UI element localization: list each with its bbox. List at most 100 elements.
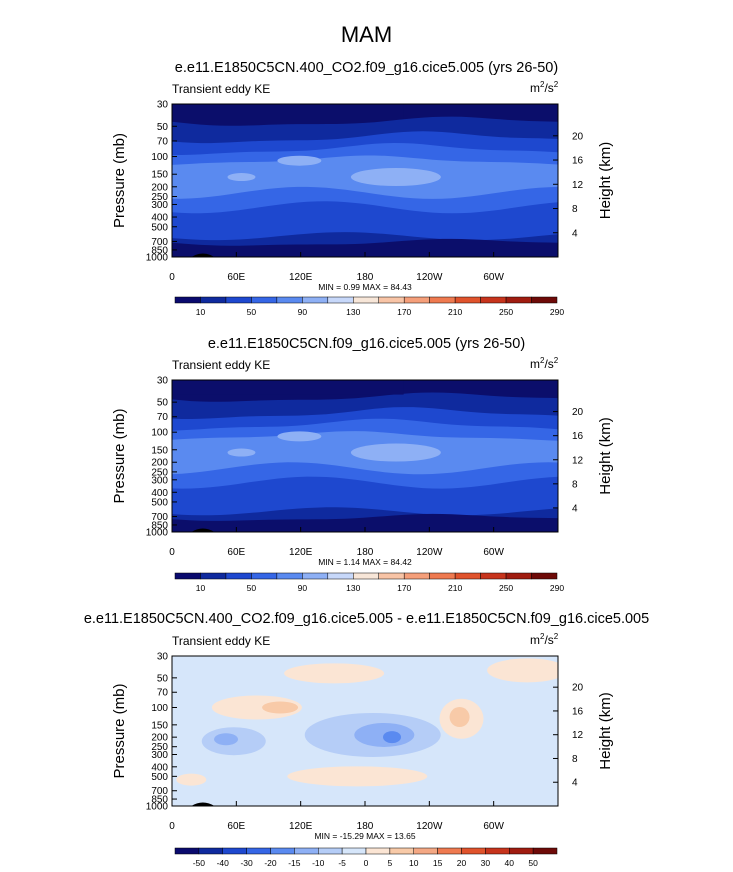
y-right-tick-label: 12	[572, 455, 584, 466]
panel-2-plot	[171, 379, 559, 533]
y-right-tick-label: 20	[572, 131, 584, 142]
y-right-tick-label: 4	[572, 503, 578, 514]
colorbar-label: -20	[264, 858, 277, 868]
x-tick-label: 180	[357, 272, 374, 283]
y-tick-label: 50	[157, 398, 169, 409]
colorbar-swatch	[505, 296, 532, 304]
colorbar-swatch	[403, 296, 430, 304]
y-tick-label: 400	[151, 213, 168, 224]
y-tick-label: 700	[151, 237, 168, 248]
colorbar-label: 50	[247, 307, 257, 317]
topography	[191, 802, 215, 806]
panel-2-contours	[172, 380, 558, 532]
colorbar-label: 250	[499, 307, 513, 317]
contour-level	[383, 731, 402, 744]
colorbar-label: 90	[298, 307, 308, 317]
contour-level	[487, 658, 558, 683]
colorbar-swatch	[429, 572, 456, 580]
colorbar-swatch	[531, 296, 558, 304]
y-tick-label: 500	[151, 222, 168, 233]
y-tick-label: 200	[151, 182, 168, 193]
colorbar-label: 50	[247, 583, 257, 593]
y-tick-label: 250	[151, 192, 168, 203]
contour-level	[287, 766, 428, 787]
y-tick-label: 300	[151, 200, 168, 211]
y-tick-label: 50	[157, 673, 169, 684]
y-tick-label: 100	[151, 428, 168, 439]
y-right-axis-label: Height (km)	[597, 417, 614, 495]
colorbar-label: -30	[240, 858, 253, 868]
topography	[191, 528, 215, 532]
y-axis-label: Pressure (mb)	[111, 133, 128, 228]
y-tick-label: 400	[151, 762, 168, 773]
colorbar-swatch	[461, 847, 486, 855]
y-right-tick-label: 4	[572, 228, 578, 239]
y-tick-label: 100	[151, 152, 168, 163]
colorbar-label: 130	[346, 583, 360, 593]
colorbar-label: 40	[505, 858, 515, 868]
y-tick-label: 850	[151, 245, 168, 256]
contour-level	[277, 431, 322, 442]
panel-3-units: m2/s2	[530, 632, 559, 647]
y-right-tick-label: 12	[572, 180, 584, 191]
y-tick-label: 30	[157, 652, 169, 663]
y-tick-label: 1000	[146, 253, 169, 264]
panel-3-plot	[171, 655, 559, 807]
y-tick-label: 30	[157, 100, 169, 111]
colorbar-swatch	[200, 572, 227, 580]
colorbar-swatch	[270, 847, 295, 855]
colorbar-label: 290	[550, 307, 564, 317]
colorbar-label: 15	[433, 858, 443, 868]
colorbar-swatch	[198, 847, 223, 855]
contour-level	[211, 695, 302, 720]
colorbar-swatch	[246, 847, 271, 855]
colorbar-swatch	[480, 296, 507, 304]
y-right-tick-label: 8	[572, 204, 578, 215]
colorbar-swatch	[378, 572, 405, 580]
colorbar-swatch	[276, 296, 303, 304]
x-tick-label: 60E	[227, 821, 245, 832]
colorbar-swatch	[294, 847, 319, 855]
colorbar-swatch	[225, 572, 252, 580]
colorbar-label: 290	[550, 583, 564, 593]
colorbar-label: 5	[388, 858, 393, 868]
x-tick-label: 0	[169, 547, 175, 558]
topography	[191, 253, 215, 257]
x-tick-label: 120E	[289, 272, 313, 283]
colorbar-swatch	[454, 572, 481, 580]
colorbar-swatch	[222, 847, 247, 855]
x-tick-label: 60E	[227, 272, 245, 283]
y-tick-label: 200	[151, 733, 168, 744]
colorbar-swatch	[531, 572, 558, 580]
panel-2-title: e.e11.E1850C5CN.f09_g16.cice5.005 (yrs 2…	[207, 336, 526, 352]
y-tick-label: 1000	[146, 802, 169, 813]
x-tick-label: 120W	[416, 272, 443, 283]
colorbar-swatch	[174, 847, 200, 855]
figure-title: MAM	[340, 22, 393, 47]
y-tick-label: 200	[151, 458, 168, 469]
colorbar-label: 210	[448, 307, 462, 317]
contour-level	[227, 448, 256, 457]
colorbar-swatch	[327, 296, 354, 304]
x-tick-label: 60W	[483, 821, 504, 832]
colorbar-swatch	[429, 296, 456, 304]
min-max-stats: MIN = 0.99 MAX = 84.43	[318, 282, 412, 292]
x-tick-label: 120W	[416, 547, 443, 558]
colorbar-label: 20	[457, 858, 467, 868]
contour-level	[262, 701, 299, 714]
colorbar-swatch	[378, 296, 405, 304]
contour-level	[350, 443, 441, 462]
x-tick-label: 60W	[483, 547, 504, 558]
y-tick-label: 400	[151, 488, 168, 499]
y-tick-label: 250	[151, 467, 168, 478]
y-right-axis-label: Height (km)	[597, 142, 614, 220]
y-tick-label: 30	[157, 376, 169, 387]
contour-level	[176, 773, 207, 786]
y-tick-label: 70	[157, 136, 169, 147]
colorbar-swatch	[454, 296, 481, 304]
x-tick-label: 0	[169, 821, 175, 832]
x-tick-label: 120E	[289, 547, 313, 558]
colorbar-swatch	[174, 572, 201, 580]
colorbar-swatch	[327, 572, 354, 580]
